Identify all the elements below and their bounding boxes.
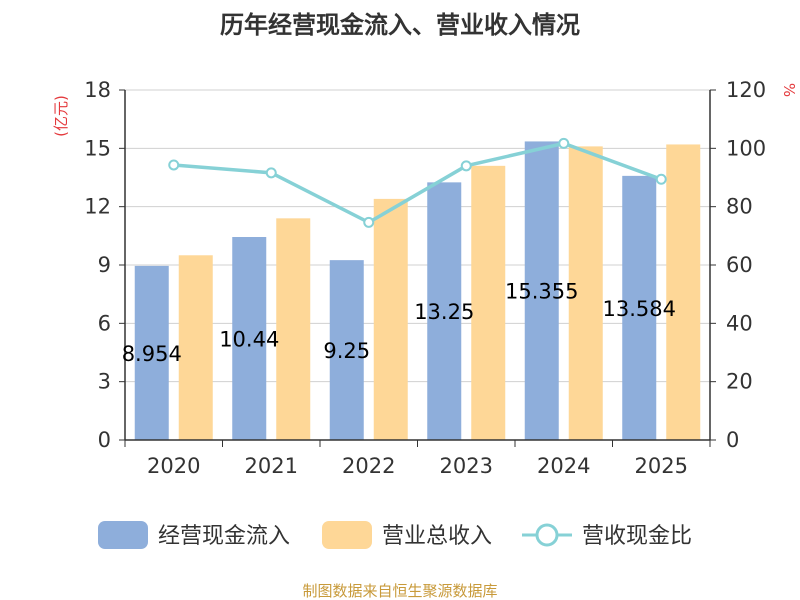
bar	[134, 265, 169, 440]
right-tick-label: 60	[726, 253, 753, 277]
grid	[125, 89, 710, 383]
ratio-point	[558, 137, 570, 149]
left-tick-label: 9	[98, 253, 111, 277]
legend-swatch-revenue[interactable]	[322, 521, 372, 549]
ratio-point	[655, 173, 667, 185]
bar-data-label: 9.25	[323, 339, 370, 363]
x-tick-label: 2025	[635, 454, 688, 478]
bar	[232, 237, 267, 440]
right-tick-label: 80	[726, 195, 753, 219]
bar-labels: 8.954 10.44 9.25 13.25 15.355 13.584	[122, 280, 676, 366]
bar	[178, 255, 213, 440]
bars	[134, 141, 701, 441]
right-axis-unit: %	[780, 83, 798, 97]
bar-data-label: 13.25	[414, 300, 474, 324]
ratio-point	[363, 216, 375, 228]
ratio-line	[168, 137, 667, 228]
left-tick-label: 15	[84, 136, 111, 160]
ratio-point	[265, 167, 277, 179]
x-tick-label: 2020	[147, 454, 200, 478]
legend-label-ratio[interactable]: 营收现金比	[582, 524, 692, 549]
x-tick-label: 2021	[245, 454, 298, 478]
left-tick-label: 0	[98, 428, 111, 452]
left-tick-label: 18	[84, 78, 111, 102]
bar-data-label: 10.44	[219, 328, 279, 352]
right-tick-label: 20	[726, 370, 753, 394]
ratio-point	[460, 160, 472, 172]
bar	[276, 218, 311, 440]
legend-label-cash-inflow[interactable]: 经营现金流入	[158, 524, 290, 549]
x-tick-label: 2022	[342, 454, 395, 478]
bar	[373, 198, 408, 440]
axes: 0 3 6 9 12 15 18 0 20 40 60 80 100 120 2020 2021 2022 202…	[84, 78, 766, 478]
legend[interactable]: 经营现金流入 营业总收入 营收现金比	[98, 521, 692, 549]
chart-title: 历年经营现金流入、营业收入情况	[220, 11, 580, 39]
right-tick-label: 100	[726, 136, 766, 160]
x-tick-label: 2023	[440, 454, 493, 478]
bar-data-label: 13.584	[603, 297, 676, 321]
ratio-line-path	[173, 141, 662, 225]
bar-data-label: 8.954	[122, 342, 182, 366]
bar	[427, 182, 462, 440]
bar	[524, 141, 559, 441]
left-tick-label: 12	[84, 195, 111, 219]
bar	[622, 175, 657, 440]
right-tick-label: 40	[726, 311, 753, 335]
left-tick-label: 3	[98, 370, 111, 394]
ratio-point	[168, 159, 180, 171]
legend-marker-ratio[interactable]	[535, 523, 559, 547]
x-tick-label: 2024	[537, 454, 590, 478]
bar	[666, 144, 701, 440]
bar	[471, 165, 506, 441]
right-tick-label: 0	[726, 428, 739, 452]
data-source: 制图数据来自恒生聚源数据库	[302, 582, 497, 600]
right-tick-label: 120	[726, 78, 766, 102]
bar	[568, 146, 603, 440]
bar	[329, 260, 364, 440]
left-tick-label: 6	[98, 311, 111, 335]
legend-swatch-cash-inflow[interactable]	[98, 521, 148, 549]
left-axis-unit: (亿元)	[52, 95, 70, 137]
legend-label-revenue[interactable]: 营业总收入	[382, 524, 492, 549]
bar-data-label: 15.355	[505, 280, 578, 304]
